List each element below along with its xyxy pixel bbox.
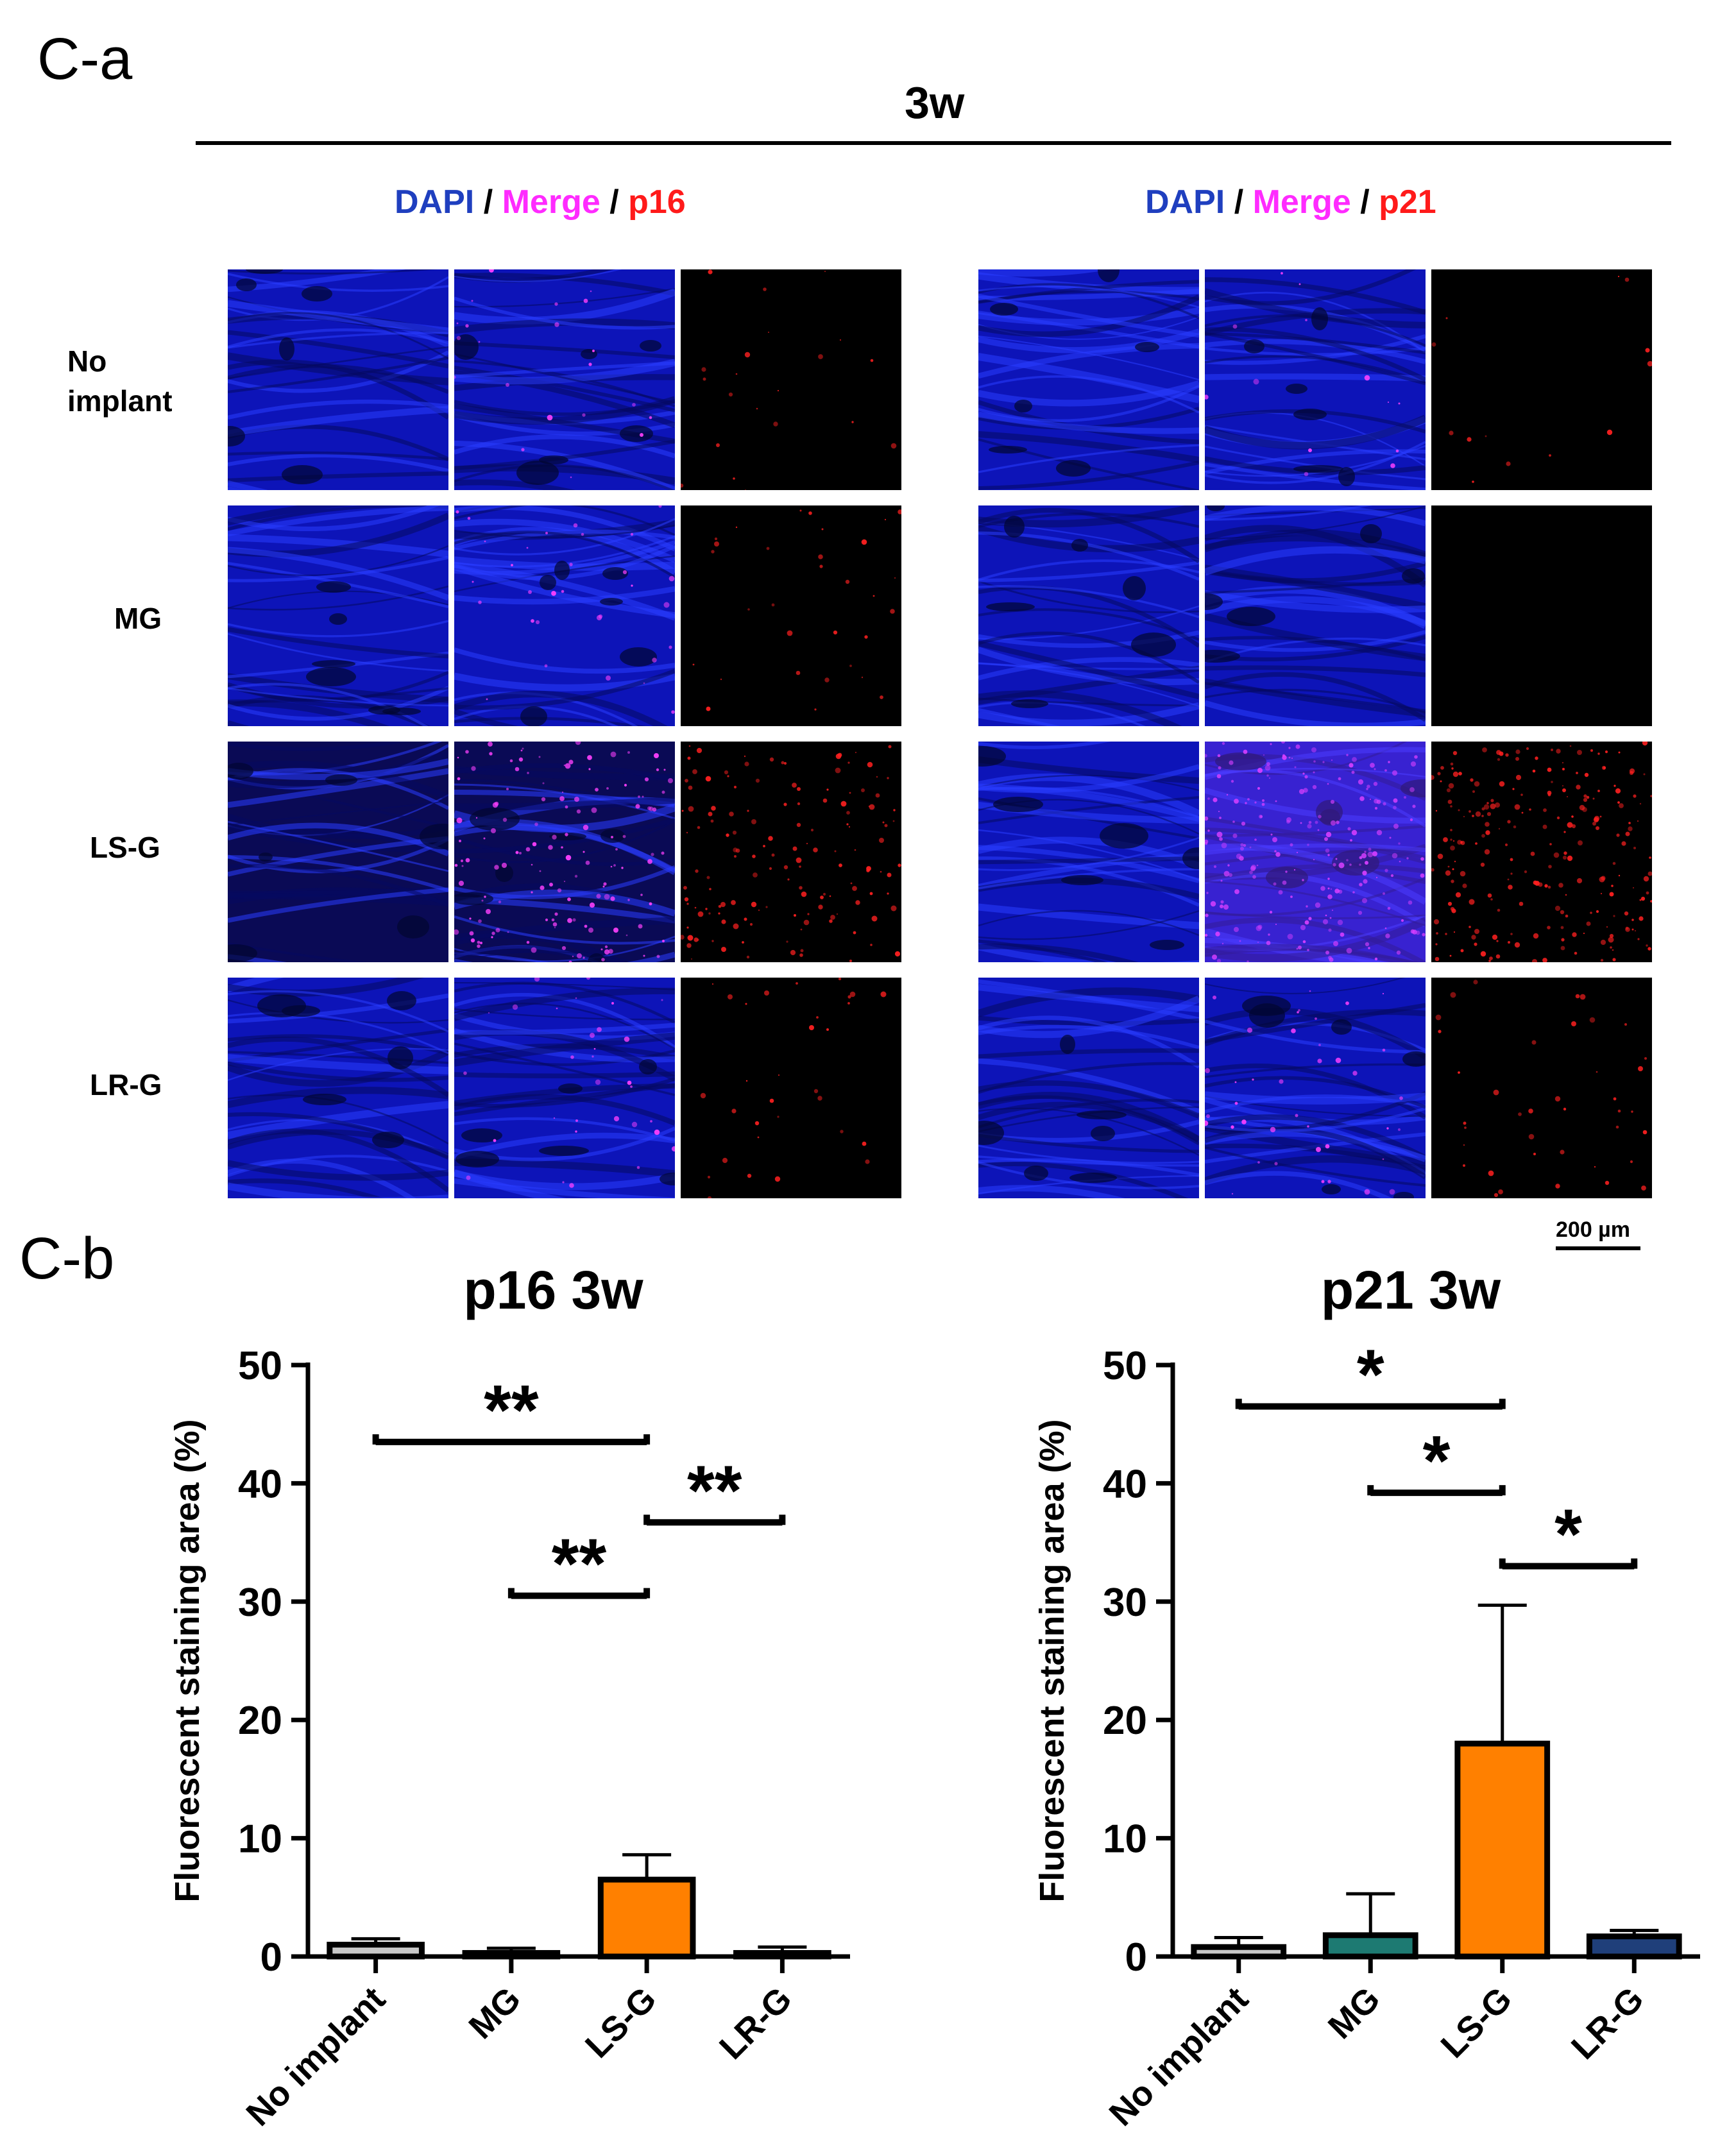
y-tick-label: 20 (1103, 1699, 1147, 1743)
channel-separator: / (1350, 183, 1379, 221)
channel-header-right: DAPI / Merge / p21 (1145, 183, 1436, 221)
channel-separator: / (600, 183, 629, 221)
channel-merge-label: Merge (1252, 183, 1351, 221)
row-label-lrg: LR-G (90, 1068, 162, 1101)
micrograph-p16-merge-mg (454, 505, 675, 726)
panel-a-label: C-a (37, 26, 133, 92)
p16-bar-chart: p16 3w Fluorescent staining area (%) 0 10 20… (168, 1260, 850, 2134)
y-tick-label: 40 (1103, 1462, 1147, 1506)
p21-bar-chart: p21 3w Fluorescent staining area (%) 0 10 20… (1033, 1260, 1700, 2134)
y-tick-label: 0 (1125, 1935, 1147, 1980)
x-tick-label: MG (461, 1980, 528, 2046)
channel-separator: / (474, 183, 502, 221)
micrograph-p16-merge-lsg (454, 742, 675, 962)
micrograph-p21-dapi-lsg (978, 742, 1199, 962)
significance-label: ** (552, 1525, 607, 1604)
row-label-line: No (67, 344, 107, 378)
micrograph-p21-dapi-mg (978, 505, 1199, 726)
bar-lr-g (733, 1949, 831, 1960)
significance-label: * (1554, 1495, 1582, 1574)
significance-label: * (1357, 1336, 1384, 1414)
timepoint-label: 3w (905, 78, 965, 128)
x-tick-label: MG (1321, 1980, 1388, 2046)
scale-bar-label: 200 µm (1556, 1218, 1630, 1242)
micrograph-p21-merge-lrg (1205, 978, 1426, 1198)
y-tick-label: 40 (238, 1462, 282, 1506)
y-axis-label: Fluorescent staining area (%) (168, 1419, 207, 1902)
channel-marker-label: p16 (628, 183, 686, 221)
significance-label: ** (484, 1371, 539, 1450)
significance-label: ** (687, 1451, 742, 1530)
chart-title: p16 3w (463, 1260, 643, 1320)
x-tick-label: LS-G (578, 1980, 664, 2066)
chart-title: p21 3w (1321, 1260, 1501, 1320)
y-tick-label: 10 (238, 1817, 282, 1862)
y-axis-label: Fluorescent staining area (%) (1033, 1419, 1071, 1902)
channel-header-left: DAPI / Merge / p16 (395, 183, 686, 221)
bar-mg (1322, 1932, 1418, 1960)
bar-lr-g (1586, 1933, 1682, 1960)
micrograph-p21-merge-no-implant (1205, 269, 1426, 490)
micrograph-p16-red-mg (681, 505, 901, 726)
y-tick-label: 50 (1103, 1344, 1147, 1388)
y-tick-label: 10 (1103, 1817, 1147, 1862)
x-tick-label: LS-G (1434, 1980, 1520, 2066)
x-tick-label: LR-G (712, 1980, 799, 2067)
micrograph-p21-dapi-no-implant (978, 269, 1199, 490)
y-tick-label: 20 (238, 1699, 282, 1743)
micrograph-p21-red-lrg (1431, 978, 1652, 1198)
y-tick-label: 30 (238, 1581, 282, 1625)
y-tick-label: 30 (1103, 1581, 1147, 1625)
bar-no-implant (327, 1942, 425, 1960)
channel-marker-label: p21 (1379, 183, 1436, 221)
micrograph-p16-red-lsg (681, 742, 901, 962)
micrograph-p21-merge-lsg (1205, 742, 1426, 962)
row-label-lsg: LS-G (90, 831, 160, 864)
bar-ls-g (1454, 1740, 1551, 1960)
channel-merge-label: Merge (502, 183, 600, 221)
micrograph-p16-dapi-mg (228, 505, 448, 726)
row-label-no-implant: No implant (67, 341, 173, 421)
panel-b-label: C-b (19, 1226, 115, 1291)
x-tick-label: No implant (1102, 1980, 1256, 2134)
bar-no-implant (1191, 1944, 1287, 1960)
micrograph-p21-red-lsg (1431, 742, 1652, 962)
scale-bar (1556, 1246, 1640, 1250)
y-tick-label: 50 (238, 1344, 282, 1388)
micrograph-p16-dapi-lsg (228, 742, 448, 962)
bar-ls-g (597, 1876, 696, 1960)
micrograph-p21-dapi-lrg (978, 978, 1199, 1198)
x-tick-label: LR-G (1564, 1980, 1651, 2067)
micrograph-p21-red-mg (1431, 505, 1652, 726)
x-tick-label: No implant (239, 1980, 393, 2134)
micrograph-p16-merge-no-implant (454, 269, 675, 490)
micrograph-p21-merge-mg (1205, 505, 1426, 726)
micrograph-p16-red-no-implant (681, 269, 901, 490)
micrograph-p16-dapi-lrg (228, 978, 448, 1198)
channel-separator: / (1225, 183, 1253, 221)
micrograph-p16-merge-lrg (454, 978, 675, 1198)
channel-dapi-label: DAPI (395, 183, 475, 221)
significance-label: * (1423, 1422, 1451, 1500)
micrograph-p16-dapi-no-implant (228, 269, 448, 490)
row-label-mg: MG (114, 602, 162, 635)
channel-dapi-label: DAPI (1145, 183, 1225, 221)
micrograph-p21-red-no-implant (1431, 269, 1652, 490)
micrograph-p16-red-lrg (681, 978, 901, 1198)
y-tick-label: 0 (260, 1935, 282, 1980)
timepoint-rule (196, 141, 1671, 145)
bar-mg (462, 1949, 561, 1960)
row-label-line: implant (67, 384, 173, 418)
